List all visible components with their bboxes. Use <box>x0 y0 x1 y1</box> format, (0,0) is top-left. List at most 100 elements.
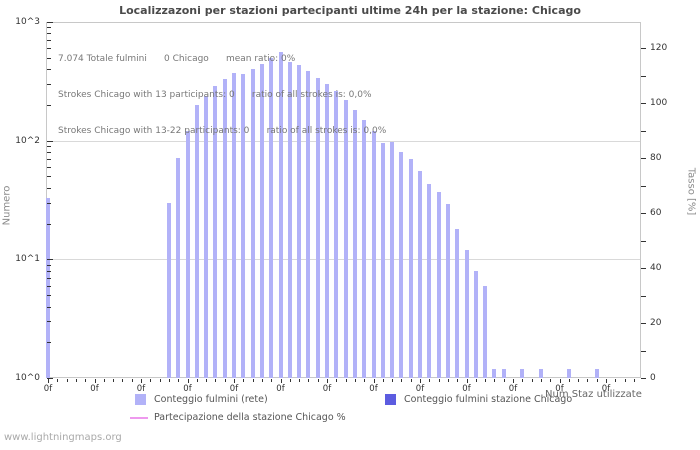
stroke-count-bar <box>501 368 506 378</box>
right-axis-title: Tasso [%] <box>685 167 697 216</box>
x-axis-tick-label: 0f <box>601 384 611 394</box>
stroke-count-bar <box>297 65 302 378</box>
x-axis-tick <box>466 379 468 383</box>
stroke-count-bar <box>185 131 190 378</box>
x-axis-tick <box>206 379 208 382</box>
legend-label-station-count: Conteggio fulmini stazione Chicago <box>404 394 573 405</box>
legend-item-station-count: Conteggio fulmini stazione Chicago <box>385 394 572 405</box>
x-axis-tick <box>48 379 49 383</box>
x-axis-tick <box>522 379 524 382</box>
stroke-count-bar <box>436 191 441 378</box>
x-axis-tick <box>513 379 514 383</box>
left-axis-tick <box>47 40 51 42</box>
legend-label-network-count: Conteggio fulmini (rete) <box>154 394 268 405</box>
left-axis-title: Numero <box>1 185 13 226</box>
x-axis-tick <box>559 379 561 383</box>
x-axis-tick <box>382 379 384 382</box>
right-axis-tick <box>641 185 646 187</box>
right-axis-tick-label: 80 <box>650 153 662 163</box>
left-axis-tick <box>47 48 51 50</box>
x-axis-tick <box>215 379 217 382</box>
x-axis-tick <box>457 379 459 382</box>
x-axis-tick-label: 0f <box>43 384 53 394</box>
stats-annotation: 7.074 Totale fulmini 0 Chicago mean rati… <box>58 29 386 161</box>
x-axis-tick <box>159 379 161 382</box>
x-axis-tick <box>345 379 347 382</box>
x-axis-tick-label: 0f <box>136 384 146 394</box>
right-axis-tick-label: 100 <box>650 98 668 108</box>
stroke-count-bar <box>204 95 209 378</box>
right-axis-tick <box>641 295 646 297</box>
left-axis-tick <box>47 27 51 29</box>
site-watermark: www.lightningmaps.org <box>4 432 122 443</box>
stroke-count-bar <box>325 84 329 378</box>
left-axis-tick-label: 10^3 <box>15 17 40 27</box>
stroke-count-bar <box>334 91 339 378</box>
plot-area <box>46 22 641 378</box>
x-axis-tick <box>578 379 580 382</box>
x-axis-tick <box>373 379 375 383</box>
left-axis-tick <box>47 306 51 308</box>
x-axis-tick <box>196 379 198 382</box>
x-axis-tick <box>317 379 319 382</box>
stroke-count-bar <box>390 142 395 378</box>
legend-item-network-count: Conteggio fulmini (rete) <box>135 394 268 405</box>
right-axis-tick <box>641 350 646 352</box>
x-axis-tick <box>624 379 626 382</box>
stroke-count-bar <box>464 249 469 378</box>
stroke-count-bar <box>232 73 236 378</box>
x-axis-tick <box>447 379 449 382</box>
left-axis-tick <box>47 57 51 59</box>
stroke-count-bar <box>46 197 50 378</box>
stroke-count-bar <box>278 51 283 378</box>
left-axis-tick <box>47 295 51 297</box>
stroke-count-bar <box>483 285 488 378</box>
stroke-count-bar <box>194 104 199 378</box>
stroke-count-bar <box>408 159 413 378</box>
right-axis-tick-label: 60 <box>650 208 662 218</box>
left-axis-tick <box>47 270 51 272</box>
legend-label-participation: Partecipazione della stazione Chicago % <box>154 412 346 423</box>
x-axis-tick <box>103 379 105 382</box>
left-axis-tick <box>47 166 51 168</box>
x-axis-tick <box>141 379 142 383</box>
stroke-count-bar <box>213 85 218 378</box>
stroke-count-bar <box>241 73 246 378</box>
left-axis-tick <box>47 285 51 287</box>
right-axis-tick <box>641 378 646 379</box>
participation-line-swatch <box>130 416 148 419</box>
stroke-count-bar <box>250 69 255 378</box>
stroke-count-bar <box>343 100 348 378</box>
stroke-count-bar <box>566 368 571 378</box>
x-axis-tick-label: 0f <box>276 384 285 394</box>
left-axis-tick <box>47 342 51 344</box>
stroke-count-bar <box>287 62 292 378</box>
left-axis-tick <box>47 378 53 379</box>
x-axis-tick <box>615 379 617 382</box>
stroke-count-bar <box>520 368 525 378</box>
left-axis-tick-label: 10^1 <box>15 254 40 265</box>
stroke-count-bar <box>455 229 460 378</box>
x-axis-tick <box>503 379 505 382</box>
x-axis-tick <box>168 379 170 382</box>
x-axis-tick-label: 0f <box>415 384 425 394</box>
x-axis-title: Num Staz utilizzate <box>545 389 642 400</box>
stroke-count-bar <box>418 170 422 378</box>
x-axis-tick <box>550 379 552 382</box>
x-axis-tick <box>66 379 68 382</box>
x-axis-tick <box>75 379 77 382</box>
stroke-count-bar <box>166 202 171 378</box>
right-axis-tick <box>641 323 646 324</box>
x-axis-tick <box>633 379 635 382</box>
left-axis-tick <box>47 33 51 35</box>
left-axis-tick <box>47 202 51 204</box>
x-axis-tick <box>308 379 310 382</box>
x-axis-tick <box>234 379 235 383</box>
x-axis-tick <box>568 379 570 382</box>
stroke-count-bar <box>269 57 274 378</box>
chart-title: Localizzazoni per stazioni partecipanti … <box>119 4 581 17</box>
right-axis-tick <box>641 130 646 132</box>
right-axis-tick-label: 20 <box>650 318 662 328</box>
left-axis-tick <box>47 176 51 178</box>
x-axis-tick <box>354 379 356 382</box>
